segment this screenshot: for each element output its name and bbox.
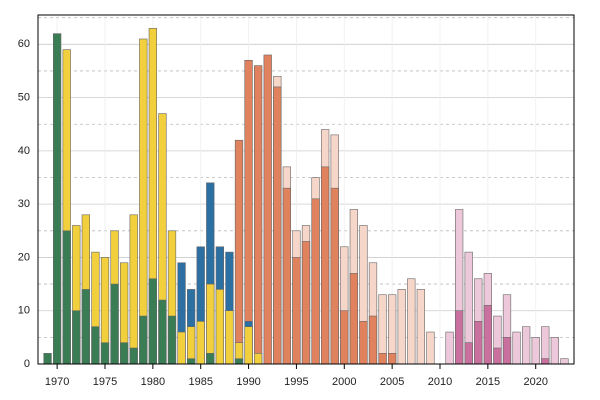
bar (464, 342, 473, 365)
x-tick-label: 2020 (523, 376, 547, 388)
bar (100, 342, 110, 365)
x-tick-label: 1985 (188, 376, 212, 388)
x-tick-label: 1980 (141, 376, 165, 388)
bar (72, 310, 81, 365)
bar (301, 241, 311, 365)
bar (493, 347, 502, 365)
bar (330, 187, 339, 365)
bar (502, 337, 512, 365)
bar (349, 273, 358, 365)
bar (196, 321, 205, 365)
bar (234, 139, 244, 365)
y-tick-label: 10 (18, 305, 30, 317)
x-tick-label: 2000 (332, 376, 356, 388)
y-tick-label: 0 (24, 358, 30, 370)
bar (474, 321, 483, 365)
bar (53, 33, 62, 365)
bar (110, 283, 119, 365)
bar (560, 358, 569, 365)
bar (254, 65, 263, 365)
bar (397, 289, 406, 365)
bar (62, 230, 71, 365)
bar (407, 278, 416, 365)
x-tick-label: 1975 (93, 376, 117, 388)
bar (359, 321, 368, 365)
bar (139, 315, 148, 365)
bar (129, 347, 138, 365)
bar (244, 59, 253, 365)
x-tick-label: 1970 (45, 376, 69, 388)
bar (541, 358, 550, 365)
bar (167, 315, 177, 365)
bar (43, 353, 52, 365)
bar (206, 353, 215, 365)
bar (388, 353, 397, 365)
bar (426, 331, 435, 365)
bar (455, 310, 464, 365)
bar (368, 315, 378, 365)
y-tick-label: 40 (18, 145, 30, 157)
x-tick-label: 1990 (236, 376, 260, 388)
bar (177, 331, 186, 365)
bar (148, 278, 157, 365)
bar (483, 305, 492, 365)
y-tick-label: 30 (18, 198, 30, 210)
bar (512, 331, 521, 365)
bar (139, 38, 148, 365)
bar (340, 310, 349, 365)
bar (225, 310, 234, 365)
bar (91, 326, 100, 365)
y-tick-label: 20 (18, 251, 30, 263)
x-tick-label: 2005 (380, 376, 404, 388)
bar (550, 337, 559, 365)
bar (445, 331, 454, 365)
x-tick-label: 2015 (476, 376, 500, 388)
bar (120, 342, 129, 365)
bar (244, 326, 253, 365)
bar (187, 358, 196, 365)
bar (254, 353, 263, 365)
bar (321, 166, 330, 365)
bar (282, 187, 291, 365)
x-tick-label: 2010 (428, 376, 452, 388)
bar (215, 289, 224, 365)
y-tick-label: 50 (18, 91, 30, 103)
bar (416, 289, 425, 365)
bar (311, 198, 320, 365)
x-tick-label: 1995 (284, 376, 308, 388)
plot-frame (37, 14, 575, 365)
bar (378, 353, 387, 365)
bar (292, 257, 301, 365)
bar (206, 283, 215, 365)
y-tick-label: 60 (18, 38, 30, 50)
bar (81, 289, 90, 365)
bar (263, 54, 272, 365)
bar (129, 214, 138, 365)
bar (273, 86, 282, 365)
bar (531, 337, 540, 365)
bar (234, 358, 244, 365)
bar (158, 299, 167, 365)
bar (522, 326, 531, 365)
